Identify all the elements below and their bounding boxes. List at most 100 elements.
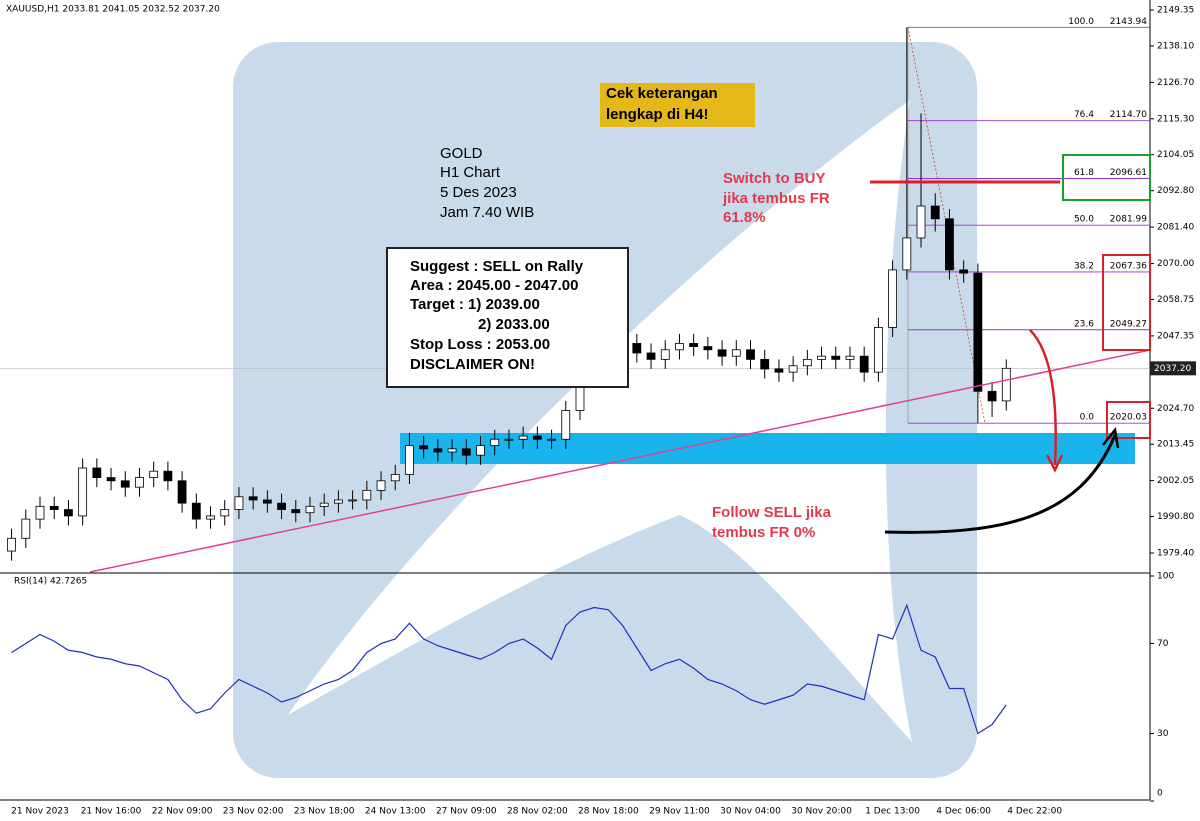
candle-body xyxy=(348,499,358,502)
x-tick-label: 28 Nov 18:00 xyxy=(578,807,639,817)
suggest-line: Target : 1) 2039.00 xyxy=(410,296,540,313)
fib-ratio: 50.0 xyxy=(1074,215,1094,225)
candle-body xyxy=(476,445,485,456)
y-tick-label: 2126.70 xyxy=(1157,78,1194,88)
suggest-line: Stop Loss : 2053.00 xyxy=(410,336,550,353)
candle-body xyxy=(206,515,215,520)
candle-body xyxy=(746,349,755,360)
candle-body xyxy=(319,502,329,507)
watermark-shape xyxy=(288,100,912,742)
target-box xyxy=(1106,401,1151,439)
candle-body xyxy=(504,438,514,441)
candle-body xyxy=(78,467,88,517)
candle-body xyxy=(490,438,500,447)
fib-ratio: 38.2 xyxy=(1074,261,1094,271)
candle-body xyxy=(376,480,386,491)
candle-body xyxy=(518,435,528,440)
candle-body xyxy=(973,272,983,392)
candle-body xyxy=(163,470,173,482)
gold-note: Jam 7.40 WIB xyxy=(440,204,534,221)
rsi-title: RSI(14) 42.7265 xyxy=(14,577,87,587)
suggest-line: Area : 2045.00 - 2047.00 xyxy=(410,277,578,294)
y-tick-label: 30 xyxy=(1157,729,1169,739)
arrow xyxy=(1029,329,1057,466)
candle-body xyxy=(64,509,73,517)
x-tick-label: 29 Nov 11:00 xyxy=(649,807,710,817)
candle-body xyxy=(760,358,770,370)
candle-body xyxy=(405,445,414,475)
x-tick-label: 23 Nov 02:00 xyxy=(223,807,284,817)
candle-body xyxy=(1001,367,1011,402)
x-tick-label: 28 Nov 02:00 xyxy=(507,807,568,817)
candle-body xyxy=(291,509,301,514)
fib-price: 2049.27 xyxy=(1110,319,1147,329)
symbol-header: XAUUSD,H1 2033.81 2041.05 2032.52 2037.2… xyxy=(6,5,220,15)
candle-body xyxy=(277,502,286,510)
candle-body xyxy=(419,445,429,450)
y-tick-label: 2115.30 xyxy=(1157,114,1194,124)
x-tick-label: 30 Nov 04:00 xyxy=(720,807,781,817)
y-tick-label: 2104.05 xyxy=(1157,150,1194,160)
fib-ratio: 23.6 xyxy=(1074,319,1094,329)
suggest-line: Suggest : SELL on Rally xyxy=(410,258,584,275)
candle-body xyxy=(873,327,883,373)
arrow-head xyxy=(1102,427,1120,449)
candle-body xyxy=(461,448,471,456)
rsi-line xyxy=(11,603,1007,735)
y-tick-label: 1990.80 xyxy=(1157,512,1194,522)
arrow-head xyxy=(1045,454,1064,473)
candle-body xyxy=(675,342,684,351)
y-tick-label: 0 xyxy=(1157,789,1163,799)
current-price-tag xyxy=(1150,361,1196,376)
h4-note: lengkap di H4! xyxy=(606,106,709,123)
y-tick-label: 2081.40 xyxy=(1157,223,1194,233)
candle-body xyxy=(362,489,372,501)
x-tick-label: 23 Nov 18:00 xyxy=(294,807,355,817)
curve-arrow xyxy=(884,434,1117,534)
y-tick-label: 100 xyxy=(1157,572,1174,582)
candle-body xyxy=(930,205,940,220)
gold-note: GOLD xyxy=(440,145,483,162)
candle-body xyxy=(632,342,642,354)
x-tick-label: 21 Nov 16:00 xyxy=(81,807,142,817)
fib-price: 2067.36 xyxy=(1110,261,1147,271)
fib-price: 2143.94 xyxy=(1110,17,1147,27)
candle-body xyxy=(433,448,443,453)
x-tick-label: 21 Nov 2023 xyxy=(11,807,69,817)
fib-price: 2096.61 xyxy=(1110,168,1147,178)
candle-body xyxy=(220,509,230,517)
candle-body xyxy=(788,365,798,373)
candle-body xyxy=(888,269,897,328)
candle-body xyxy=(660,349,670,360)
candle-body xyxy=(35,505,45,520)
plot: 2149.35 2138.10 2126.70 2115.30 2104.05 2092.… xyxy=(0,6,1196,817)
candle-body xyxy=(334,499,343,504)
fib-ratio: 76.4 xyxy=(1074,110,1094,120)
h4-note: Cek keterangan xyxy=(606,85,718,102)
y-tick-label: 2024.70 xyxy=(1157,404,1194,414)
candle-body xyxy=(689,342,699,347)
candle-body xyxy=(305,505,315,514)
suggest-box xyxy=(386,247,629,388)
suggest-line: 2) 2033.00 xyxy=(478,316,550,333)
support-zone xyxy=(400,433,1135,464)
buy-box xyxy=(1062,154,1151,201)
x-tick-label: 27 Nov 09:00 xyxy=(436,807,497,817)
candle-body xyxy=(120,480,130,488)
gold-note: 5 Des 2023 xyxy=(440,184,517,201)
candle-body xyxy=(646,352,656,360)
candle-body xyxy=(248,496,258,501)
candle-body xyxy=(703,346,713,351)
candle-body xyxy=(845,355,855,360)
candle-body xyxy=(106,477,116,482)
sell-box xyxy=(1102,254,1151,351)
candle-body xyxy=(234,496,244,510)
fib-ratio: 0.0 xyxy=(1080,413,1095,423)
candle-body xyxy=(447,448,457,453)
candle-body xyxy=(262,499,272,504)
candle-body xyxy=(177,480,187,504)
candle-body xyxy=(547,438,556,441)
candle-body xyxy=(390,473,400,482)
candle-body xyxy=(49,505,59,510)
